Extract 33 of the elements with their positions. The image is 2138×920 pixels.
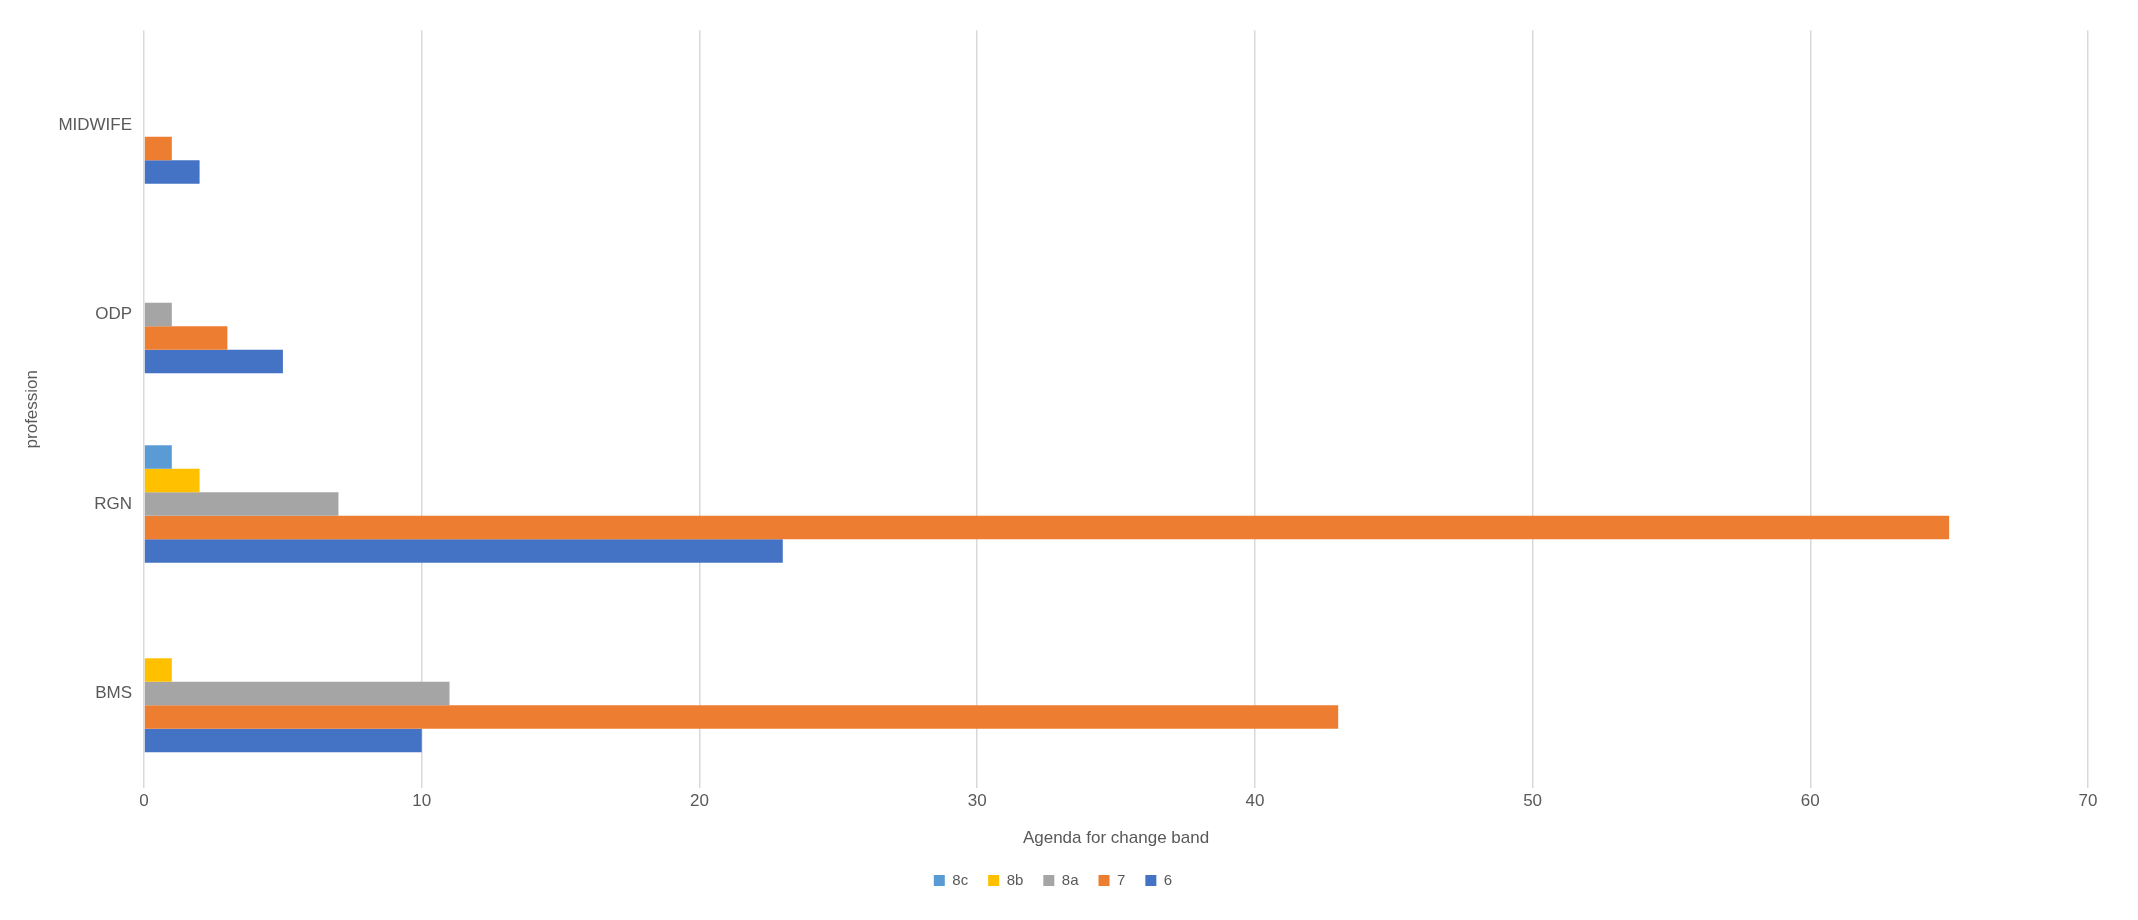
y-tick-label: RGN bbox=[94, 493, 133, 513]
x-tick-label: 50 bbox=[1523, 791, 1543, 811]
bar bbox=[144, 539, 783, 563]
x-tick-label: 70 bbox=[2078, 791, 2098, 811]
x-tick-label: 0 bbox=[139, 791, 149, 811]
y-tick-label: BMS bbox=[95, 683, 133, 703]
bar bbox=[144, 705, 1339, 729]
bar bbox=[144, 492, 339, 516]
legend-label: 6 bbox=[1163, 870, 1173, 888]
bar bbox=[144, 728, 422, 753]
legend-label: 7 bbox=[1117, 870, 1126, 888]
bar bbox=[144, 515, 1950, 540]
bar bbox=[144, 136, 172, 161]
legend-label: 8c bbox=[952, 870, 969, 888]
x-tick-label: 60 bbox=[1800, 791, 1820, 811]
legend-label: 8b bbox=[1006, 870, 1024, 888]
x-tick-label: 10 bbox=[412, 791, 432, 811]
legend-label: 8a bbox=[1061, 870, 1080, 888]
x-tick-label: 30 bbox=[967, 791, 987, 811]
bar bbox=[144, 160, 200, 184]
bar bbox=[144, 681, 450, 706]
y-tick-label: MIDWIFE bbox=[58, 114, 133, 134]
x-axis-title: Agenda for change band bbox=[1022, 828, 1210, 848]
y-tick-label: ODP bbox=[95, 304, 133, 324]
bar bbox=[144, 326, 228, 350]
bar bbox=[144, 445, 172, 469]
bar bbox=[144, 468, 200, 493]
y-axis-title: profession bbox=[21, 369, 41, 449]
bar bbox=[144, 658, 172, 682]
bar bbox=[144, 302, 172, 327]
x-tick-label: 20 bbox=[690, 791, 709, 811]
x-tick-label: 40 bbox=[1245, 791, 1265, 811]
bar bbox=[144, 349, 283, 374]
